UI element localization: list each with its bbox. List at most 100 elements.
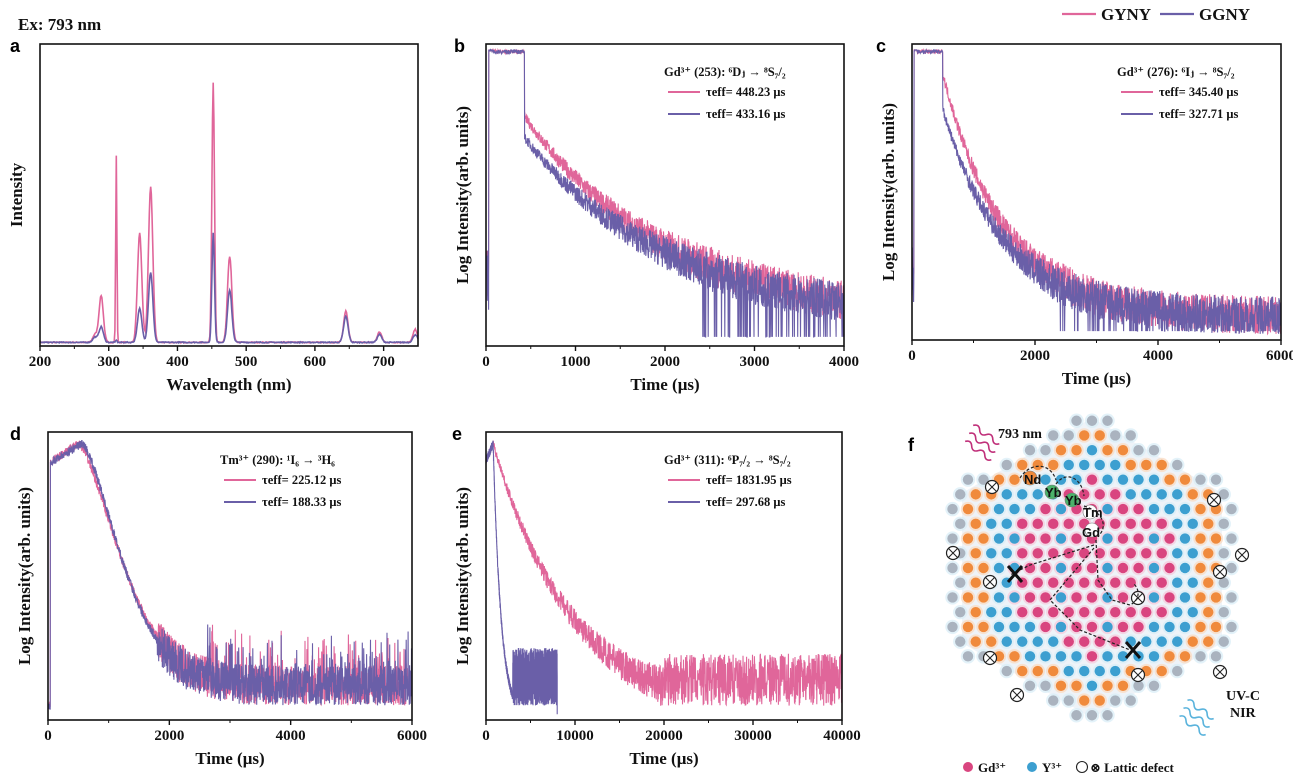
lattice-ion	[1187, 577, 1198, 588]
lattice-ion	[1009, 474, 1020, 485]
annotation-title-c: Gd³⁺ (276): ⁶Iⱼ → ⁸S₇/₂	[1117, 65, 1235, 79]
emission-label-nir: NIR	[1230, 706, 1257, 721]
lattice-ion	[1102, 651, 1113, 662]
lattice-ion	[1071, 415, 1082, 426]
lattice-ion	[1071, 680, 1082, 691]
lattice-ion	[1187, 518, 1198, 530]
lattice-ion	[1032, 518, 1043, 530]
ion-yb-1: Yb	[1045, 485, 1062, 500]
lattice-ion	[1024, 651, 1036, 662]
xtick-e-1: 10000	[556, 728, 594, 744]
lattice-ion	[962, 621, 974, 633]
lattice-ion	[1210, 621, 1222, 633]
lattice-ion	[1110, 459, 1121, 471]
panel-label-a: a	[10, 36, 21, 56]
lattice-ion	[1148, 445, 1160, 456]
lattice-ion	[1218, 577, 1229, 588]
dopant-ion	[1022, 470, 1038, 486]
lattice-ion	[978, 474, 989, 485]
lattice-ion	[1040, 533, 1051, 544]
lattice-ion	[1156, 636, 1167, 647]
dopant-ion	[1082, 504, 1098, 520]
lattice-ion	[1048, 695, 1059, 706]
lattice-ion	[947, 562, 958, 574]
lattice-ion	[1009, 651, 1020, 662]
panel-c: c 0 2000 4000 6000 Time (μs) Log Intensity(arb…	[876, 36, 1293, 388]
lattice-ion	[1048, 459, 1059, 471]
lattice-ion	[1133, 474, 1144, 485]
lattice-ion	[1017, 548, 1028, 559]
defect-trap-marks	[1006, 565, 1142, 659]
global-legend: GYNY GGNY	[1062, 5, 1250, 24]
lattice-ion	[1079, 665, 1090, 677]
lattice-ion	[1156, 606, 1167, 618]
lattice-ion	[1071, 710, 1082, 721]
annotation-tau-d-1: τeff= 188.33 μs	[262, 495, 341, 509]
ion-tm: Tm	[1083, 505, 1103, 520]
lattice-ion	[1164, 621, 1175, 633]
lattice-ion	[1086, 710, 1098, 721]
legend-defect-icon	[1075, 760, 1089, 774]
lattice-ion	[1148, 533, 1160, 544]
xlabel-b: Time (μs)	[630, 375, 699, 394]
lattice-ion	[993, 562, 1005, 574]
lattice-ion	[1179, 621, 1191, 633]
lattice-ion	[1071, 533, 1082, 544]
lattice-ion	[1195, 651, 1206, 662]
lattice-ion	[962, 503, 974, 515]
lattice-ion	[1187, 636, 1198, 647]
lattice-ion	[1001, 548, 1012, 559]
lattice-ion	[978, 533, 989, 544]
lattice-ion	[1017, 665, 1028, 677]
lattice-ion	[1179, 651, 1191, 662]
lattice-ion	[1063, 430, 1074, 441]
lattice-ion	[1102, 710, 1113, 721]
lattice-ion	[1195, 592, 1206, 603]
lattice-ion	[1086, 621, 1098, 633]
xtick-b-3: 3000	[740, 354, 770, 370]
excitation-label-793: 793 nm	[998, 427, 1042, 442]
lattice-ion	[1172, 518, 1183, 530]
lattice-ion	[1117, 474, 1129, 485]
panel-label-d: d	[10, 424, 21, 444]
lattice-ion	[1009, 503, 1020, 515]
xtick-d-2: 4000	[276, 728, 306, 744]
lattice-ion	[1141, 489, 1152, 500]
lattice-ion	[978, 621, 989, 633]
panel-a: a 200 300 400 500 600 700 Wavelength (nm) Intens…	[7, 36, 419, 394]
lattice-ion	[1179, 592, 1191, 603]
lattice-ion	[947, 592, 958, 603]
xtick-c-2: 4000	[1143, 348, 1173, 364]
legend-gd-dot	[963, 762, 973, 772]
emission-label-uvc: UV-C	[1226, 689, 1260, 704]
lattice-ion	[1032, 665, 1043, 677]
panel-label-b: b	[454, 36, 465, 56]
lattice-ion	[1203, 606, 1214, 618]
panel-label-e: e	[452, 424, 462, 444]
lattice-ion	[970, 518, 981, 530]
lattice-ion	[1156, 665, 1167, 677]
lattice-ion	[1048, 548, 1059, 559]
dopant-ion	[1084, 522, 1100, 538]
lattice-ion	[1094, 606, 1105, 618]
series-gyny-e	[485, 440, 843, 715]
xtick-d-1: 2000	[154, 728, 184, 744]
excitation-label: Ex: 793 nm	[18, 15, 101, 34]
lattice-ion	[1086, 562, 1098, 574]
lattice-ion	[993, 621, 1005, 633]
lattice-ion	[1203, 636, 1214, 647]
lattice-ion	[1009, 592, 1020, 603]
lattice-ion	[978, 592, 989, 603]
xtick-c-1: 2000	[1020, 348, 1050, 364]
lattice-ion	[1094, 459, 1105, 471]
lattice-ion	[1086, 651, 1098, 662]
lattice-ion	[1117, 651, 1129, 662]
lattice-ion	[947, 621, 958, 633]
plot-frame-a	[39, 43, 419, 347]
panel-f-diagram: f 793 nm UV-C NIR Nd Yb Yb Tm Gd	[908, 413, 1260, 775]
lattice-ion	[1094, 695, 1105, 706]
lattice-ion	[1117, 592, 1129, 603]
lattice-ion	[1226, 592, 1237, 603]
lattice-ion	[1094, 548, 1105, 559]
series-ggny-e	[485, 440, 558, 715]
